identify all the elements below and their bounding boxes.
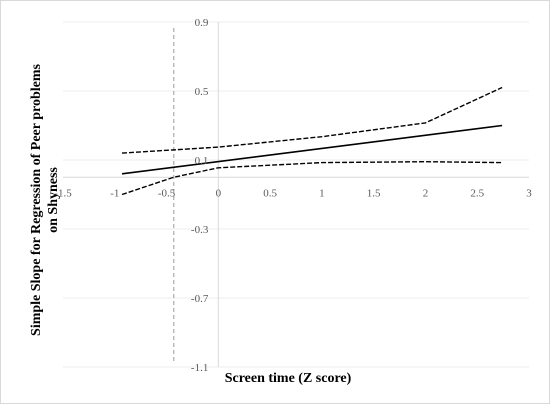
gridlines [63, 21, 529, 368]
x-tick-label-4: 0.5 [263, 187, 277, 199]
x-tick-label-7: 2 [423, 187, 429, 199]
x-tick-label-9: 3 [526, 187, 532, 199]
y-tick-label-4: -0.7 [191, 293, 209, 305]
tick-labels: -1.5 -1 -0.5 0 0.5 1 1.5 2 2.5 3 0.9 0.5 0.1 -0.3 -0.7… [54, 17, 532, 374]
y-tick-label-2: 0.1 [195, 155, 209, 167]
y-tick-label-1: 0.5 [195, 86, 209, 98]
series-line-lower [121, 160, 503, 196]
x-tick-label-8: 2.5 [470, 187, 484, 199]
y-axis-title-line-1: Simple Slope for Regression of Peer prob… [29, 63, 44, 335]
x-tick-label-3: 0 [216, 187, 222, 199]
series-lines [121, 86, 503, 196]
x-tick-label-1: -1 [110, 187, 119, 199]
y-tick-label-3: -0.3 [191, 224, 209, 236]
series-line-estimate [121, 124, 503, 175]
x-tick-label-5: 1 [319, 187, 325, 199]
axes [63, 22, 529, 367]
x-tick-label-2: -0.5 [158, 187, 176, 199]
y-tick-label-5: -1.1 [191, 362, 208, 374]
y-axis-title-line-2: on Shyness [46, 167, 61, 233]
series-line-upper [121, 86, 503, 154]
x-tick-label-6: 1.5 [367, 187, 381, 199]
x-tick-label-0: -1.5 [54, 187, 72, 199]
x-axis-title: Screen time (Z score) [225, 371, 352, 386]
y-axis-title: Simple Slope for Regression of Peer prob… [29, 63, 61, 335]
y-tick-label-0: 0.9 [195, 17, 209, 29]
